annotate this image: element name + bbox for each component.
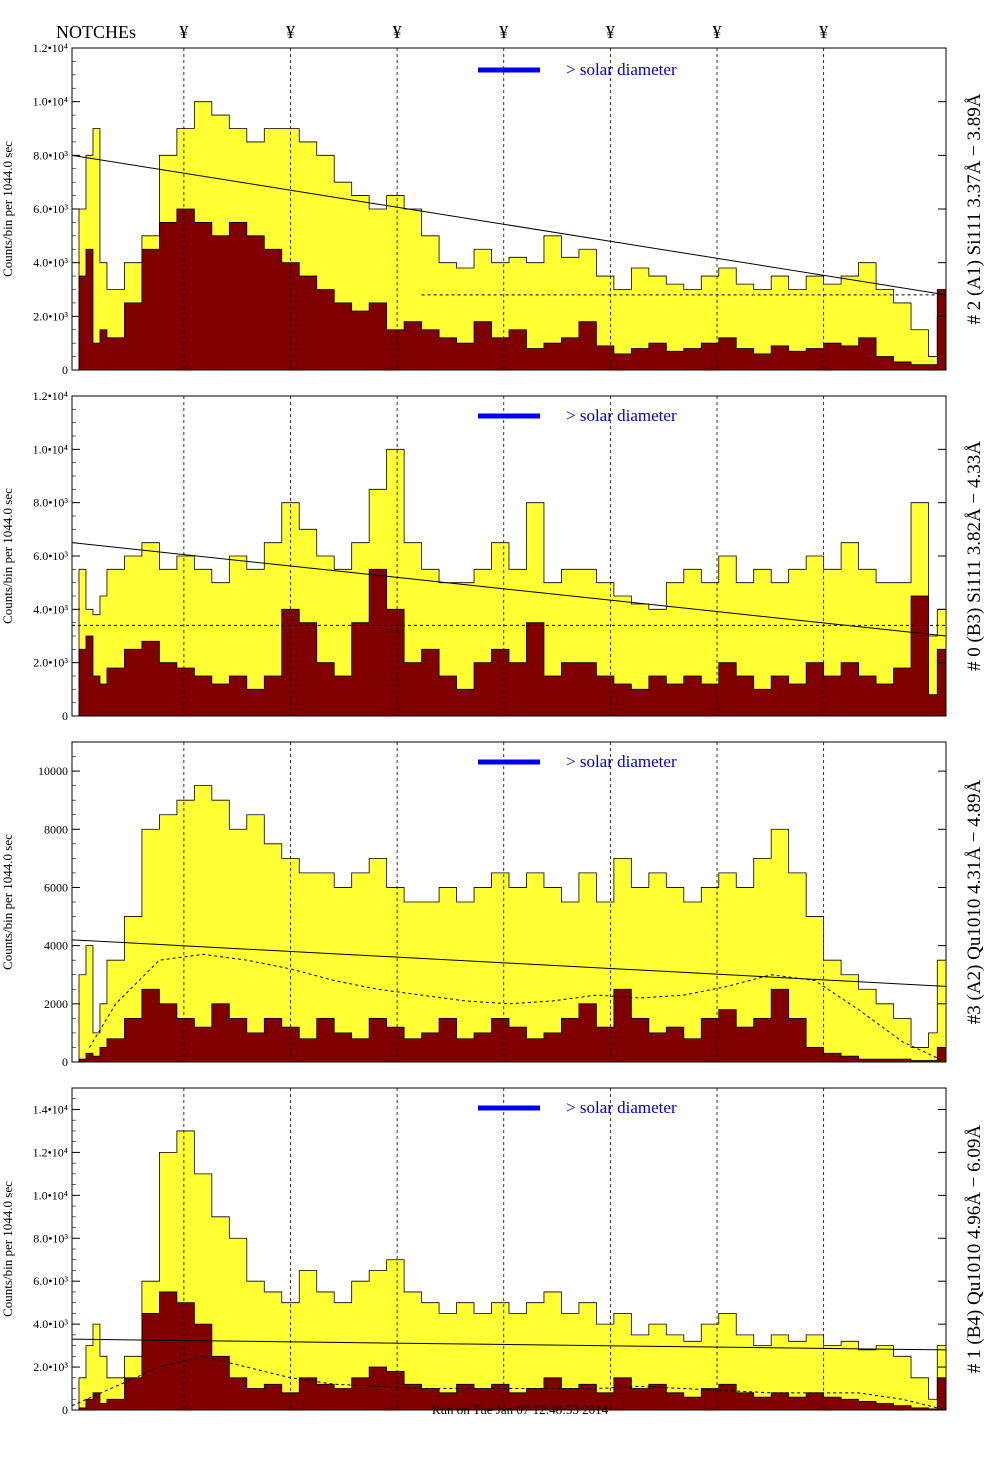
ytick-label-2-1: 2000	[44, 997, 68, 1011]
background-line-3	[71, 1355, 947, 1411]
panel-title-2: #3 (A2) Qu1010 4.31Å − 4.89Å	[964, 779, 985, 1024]
panel-title-0: # 2 (A1) Si111 3.37Å − 3.89Å	[964, 93, 985, 324]
ytick-label-1-4: 8.0•10³	[33, 496, 68, 510]
panel-2: 0 2000 4000 6000 8000 10000 Counts/bin per 104…	[0, 741, 985, 1069]
notch-marker-6: ¥	[819, 22, 828, 42]
ytick-label-1-5: 1.0•10⁴	[33, 442, 68, 456]
legend-label-1: > solar diameter	[566, 406, 677, 425]
ytick-label-1-6: 1.2•10⁴	[33, 389, 68, 403]
series-dark-0	[72, 208, 947, 371]
panel-title-3: # 1 (B4) Qu1010 4.96Å − 6.09Å	[964, 1125, 985, 1373]
ylabel-2: Counts/bin per 1044.0 sec	[0, 834, 15, 970]
fit-line-1	[71, 542, 947, 637]
ylabel-3: Counts/bin per 1044.0 sec	[0, 1181, 15, 1317]
panels: 0 2.0•10³ 4.0•10³ 6.0•10³ 8.0•10³ 1.0•10⁴ 1.2•…	[0, 41, 985, 1417]
ytick-label-3-6: 1.2•10⁴	[33, 1145, 68, 1159]
fit-line-3	[71, 1338, 947, 1351]
series-dark-3	[72, 1291, 947, 1411]
ytick-label-2-0: 0	[62, 1055, 68, 1069]
ytick-label-1-3: 6.0•10³	[33, 549, 68, 563]
ylabel-0: Counts/bin per 1044.0 sec	[0, 141, 15, 277]
panel-title-1: # 0 (B3) Si111 3.82Å − 4.33Å	[964, 441, 985, 671]
ytick-label-2-4: 8000	[44, 822, 68, 836]
notch-marker-4: ¥	[606, 22, 615, 42]
ytick-label-0-1: 2.0•10³	[33, 309, 68, 323]
ytick-label-1-1: 2.0•10³	[33, 656, 68, 670]
notch-marker-0: ¥	[179, 22, 188, 42]
legend-label-3: > solar diameter	[566, 1098, 677, 1117]
ytick-label-0-5: 1.0•10⁴	[33, 95, 68, 109]
notch-marker-3: ¥	[499, 22, 508, 42]
ytick-label-0-6: 1.2•10⁴	[33, 41, 68, 55]
notch-marker-5: ¥	[713, 22, 722, 42]
fit-line-0	[71, 154, 947, 296]
ytick-label-3-3: 6.0•10³	[33, 1274, 68, 1288]
ytick-label-2-3: 6000	[44, 880, 68, 894]
panel-0: 0 2.0•10³ 4.0•10³ 6.0•10³ 8.0•10³ 1.0•10⁴ 1.2•…	[0, 41, 985, 377]
ytick-label-2-2: 4000	[44, 939, 68, 953]
run-footer: Run on Tue Jan 07 12:48:53 2014	[432, 1402, 609, 1417]
notch-marker-2: ¥	[393, 22, 402, 42]
notch-markers: ¥ ¥ ¥ ¥ ¥ ¥ ¥	[179, 22, 828, 42]
legend-label-0: > solar diameter	[566, 60, 677, 79]
panel-1: 0 2.0•10³ 4.0•10³ 6.0•10³ 8.0•10³ 1.0•10⁴ 1.2•…	[0, 389, 985, 723]
ytick-label-0-4: 8.0•10³	[33, 148, 68, 162]
ytick-label-3-1: 2.0•10³	[33, 1360, 68, 1374]
notches-label: NOTCHEs	[56, 22, 136, 42]
ytick-label-0-2: 4.0•10³	[33, 256, 68, 270]
ylabel-1: Counts/bin per 1044.0 sec	[0, 488, 15, 624]
ytick-label-0-3: 6.0•10³	[33, 202, 68, 216]
ytick-label-3-7: 1.4•10⁴	[33, 1102, 68, 1116]
legend-label-2: > solar diameter	[566, 752, 677, 771]
ytick-label-1-2: 4.0•10³	[33, 602, 68, 616]
fit-line-2	[71, 939, 947, 987]
ytick-label-3-2: 4.0•10³	[33, 1317, 68, 1331]
ytick-label-1-0: 0	[62, 709, 68, 723]
ytick-label-3-0: 0	[62, 1403, 68, 1417]
panel-3: 0 2.0•10³ 4.0•10³ 6.0•10³ 8.0•10³ 1.0•10⁴ 1.2•…	[0, 1087, 985, 1417]
ytick-label-2-5: 10000	[38, 764, 68, 778]
ytick-label-3-4: 8.0•10³	[33, 1231, 68, 1245]
ytick-label-3-5: 1.0•10⁴	[33, 1188, 68, 1202]
notch-marker-1: ¥	[286, 22, 295, 42]
ytick-label-0-0: 0	[62, 363, 68, 377]
